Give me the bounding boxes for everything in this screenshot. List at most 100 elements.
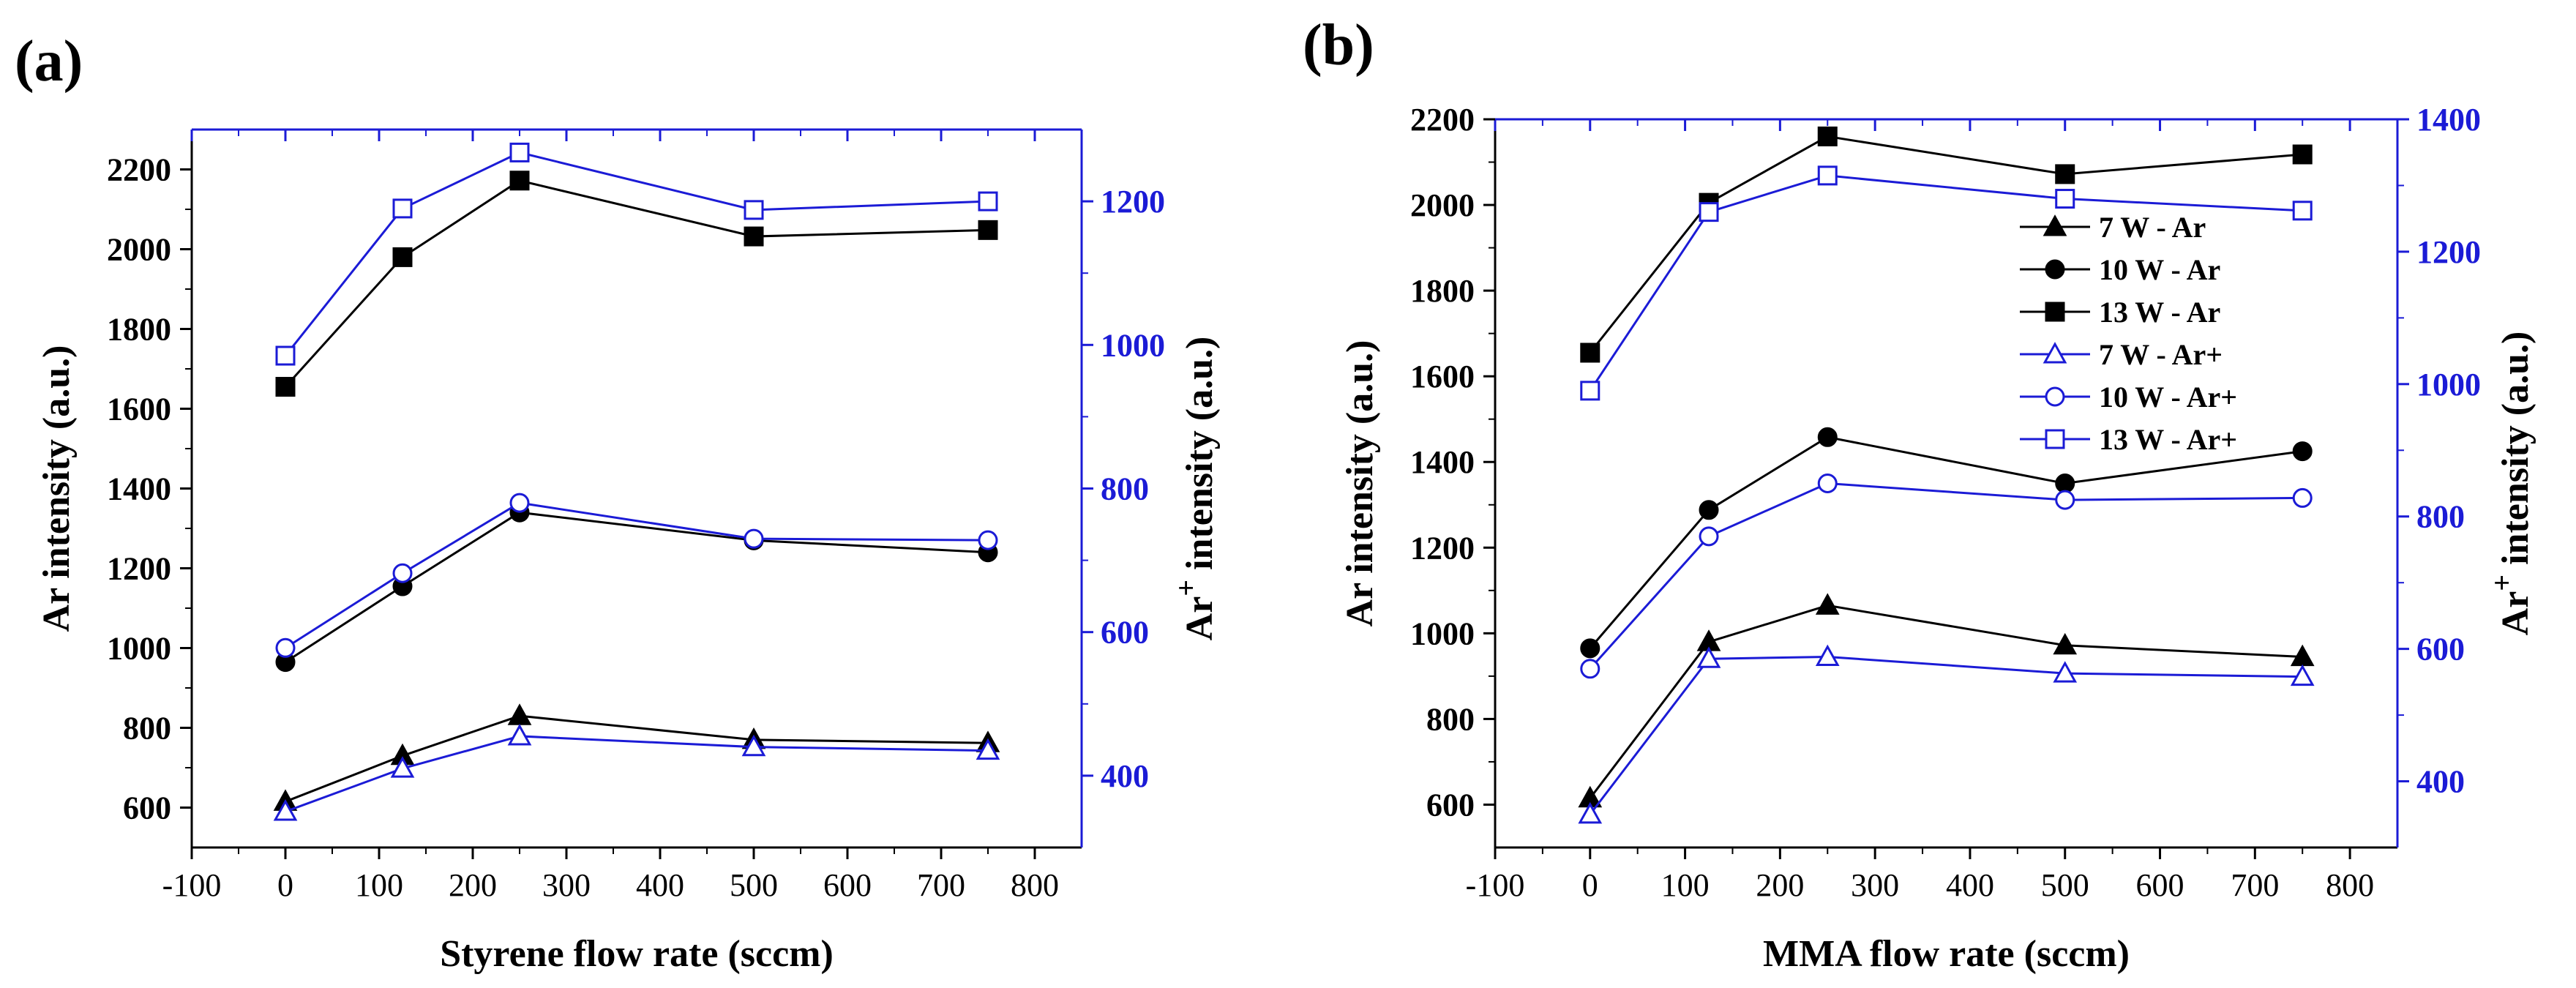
legend-marker — [2043, 342, 2067, 364]
series-line-4 — [1589, 655, 2303, 815]
data-point — [509, 142, 530, 162]
data-point — [1699, 526, 1719, 547]
legend-label: 10 W - Ar — [2099, 253, 2220, 286]
data-point — [2055, 164, 2075, 184]
y2-axis-title-main: Ar — [2495, 591, 2536, 636]
legend-label: 7 W - Ar — [2099, 211, 2206, 244]
y-tick-label: 1400 — [107, 471, 171, 507]
data-point — [1580, 343, 1600, 363]
y-tick-label: 1600 — [1410, 359, 1475, 394]
panel-label: (b) — [1303, 13, 1374, 78]
data-point — [2292, 487, 2313, 508]
x-tick-label: 100 — [1661, 867, 1710, 903]
x-tick-label: -100 — [162, 867, 222, 903]
y-axis-title: Ar intensity (a.u.) — [1339, 340, 1381, 627]
panel-label: (a) — [15, 29, 83, 94]
data-point — [1815, 593, 1840, 615]
data-point — [509, 171, 530, 191]
data-point — [2053, 632, 2078, 655]
data-point — [2292, 144, 2313, 165]
x-tick-label: -100 — [1466, 867, 1525, 903]
x-tick-label: 0 — [1582, 867, 1598, 903]
x-tick-label: 600 — [823, 867, 872, 903]
data-point — [1580, 659, 1600, 679]
series-line-2 — [1589, 435, 2303, 649]
data-point — [744, 200, 764, 220]
data-point — [275, 345, 296, 366]
y2-axis-title: Ar+ intensity (a.u.) — [1169, 337, 1221, 641]
x-tick-label: 400 — [1946, 867, 1994, 903]
y-tick-label: 1200 — [1410, 530, 1475, 566]
y2-axis-title-sup: + — [2485, 575, 2518, 591]
x-tick-label: 200 — [1756, 867, 1804, 903]
y2-tick-label: 1200 — [2416, 234, 2481, 270]
data-point — [1815, 644, 1840, 667]
y-tick-label: 1000 — [107, 631, 171, 667]
data-point — [1696, 646, 1721, 668]
y2-tick-label: 800 — [1101, 471, 1149, 507]
data-point — [273, 799, 298, 821]
x-tick-label: 700 — [2231, 867, 2279, 903]
y-tick-label: 1000 — [1410, 615, 1475, 651]
x-tick-label: 100 — [355, 867, 403, 903]
y-tick-label: 2000 — [1410, 187, 1475, 223]
x-tick-label: 0 — [277, 867, 293, 903]
data-point — [976, 738, 1000, 760]
y2-tick-label: 600 — [1101, 615, 1149, 651]
y2-tick-label: 400 — [2416, 764, 2465, 800]
data-point — [978, 191, 998, 212]
x-axis-title: Styrene flow rate (sccm) — [440, 933, 834, 975]
data-point — [1580, 381, 1600, 401]
data-point — [1817, 427, 1838, 447]
data-point — [1699, 202, 1719, 222]
legend-marker — [2045, 386, 2065, 407]
data-point — [2055, 490, 2075, 510]
y2-tick-label: 1400 — [2416, 102, 2481, 138]
data-point — [1580, 638, 1600, 659]
y2-axis-title-rest: intensity (a.u.) — [2495, 332, 2536, 575]
data-point — [1578, 801, 1603, 824]
series-line-5 — [285, 501, 989, 649]
data-point — [2053, 661, 2078, 683]
series-line-5 — [1589, 482, 2303, 670]
y2-tick-label: 800 — [2416, 499, 2465, 535]
x-tick-label: 300 — [542, 867, 591, 903]
y2-axis-title: Ar+ intensity (a.u.) — [2485, 332, 2536, 636]
panel-b-chart: (b) -100 0 100 200 300 400 500 600 700 800 600 800 10… — [1303, 13, 2536, 975]
y2-axis-title-rest: intensity (a.u.) — [1179, 337, 1221, 580]
data-point — [2292, 441, 2313, 462]
data-point — [1817, 165, 1838, 186]
y-tick-label: 1800 — [1410, 273, 1475, 309]
data-point — [744, 528, 764, 549]
x-tick-label: 700 — [917, 867, 965, 903]
x-tick-label: 500 — [730, 867, 778, 903]
panel-a-chart: (a) -100 0 100 200 300 400 500 600 700 800 600 800 10… — [15, 29, 1221, 975]
x-tick-label: 800 — [2326, 867, 2374, 903]
y-tick-label: 800 — [123, 711, 171, 746]
series-line-6 — [284, 151, 989, 356]
y2-tick-label: 400 — [1101, 758, 1149, 794]
y2-axis-title-main: Ar — [1179, 596, 1221, 641]
y-axis-title: Ar intensity (a.u.) — [36, 345, 78, 632]
x-tick-label: 600 — [2136, 867, 2184, 903]
legend-label: 13 W - Ar — [2099, 296, 2220, 329]
x-tick-label: 300 — [1851, 867, 1899, 903]
data-point — [392, 563, 413, 583]
y-tick-label: 2200 — [1410, 102, 1475, 138]
data-point — [741, 734, 766, 757]
legend-marker — [2045, 429, 2065, 449]
y2-axis-title-sup: + — [1169, 580, 1202, 596]
data-point — [507, 703, 532, 725]
series-line-2 — [285, 511, 989, 663]
data-point — [1699, 500, 1719, 520]
series-line-4 — [285, 735, 989, 813]
x-tick-label: 800 — [1011, 867, 1059, 903]
legend-marker — [2043, 214, 2067, 236]
x-tick-label: 500 — [2041, 867, 2089, 903]
series-line-1 — [1589, 604, 2303, 799]
y-tick-label: 600 — [123, 790, 171, 826]
y2-tick-label: 1000 — [1101, 327, 1165, 363]
data-point — [392, 198, 413, 219]
x-tick-label: 200 — [449, 867, 497, 903]
y-tick-label: 1600 — [107, 392, 171, 427]
